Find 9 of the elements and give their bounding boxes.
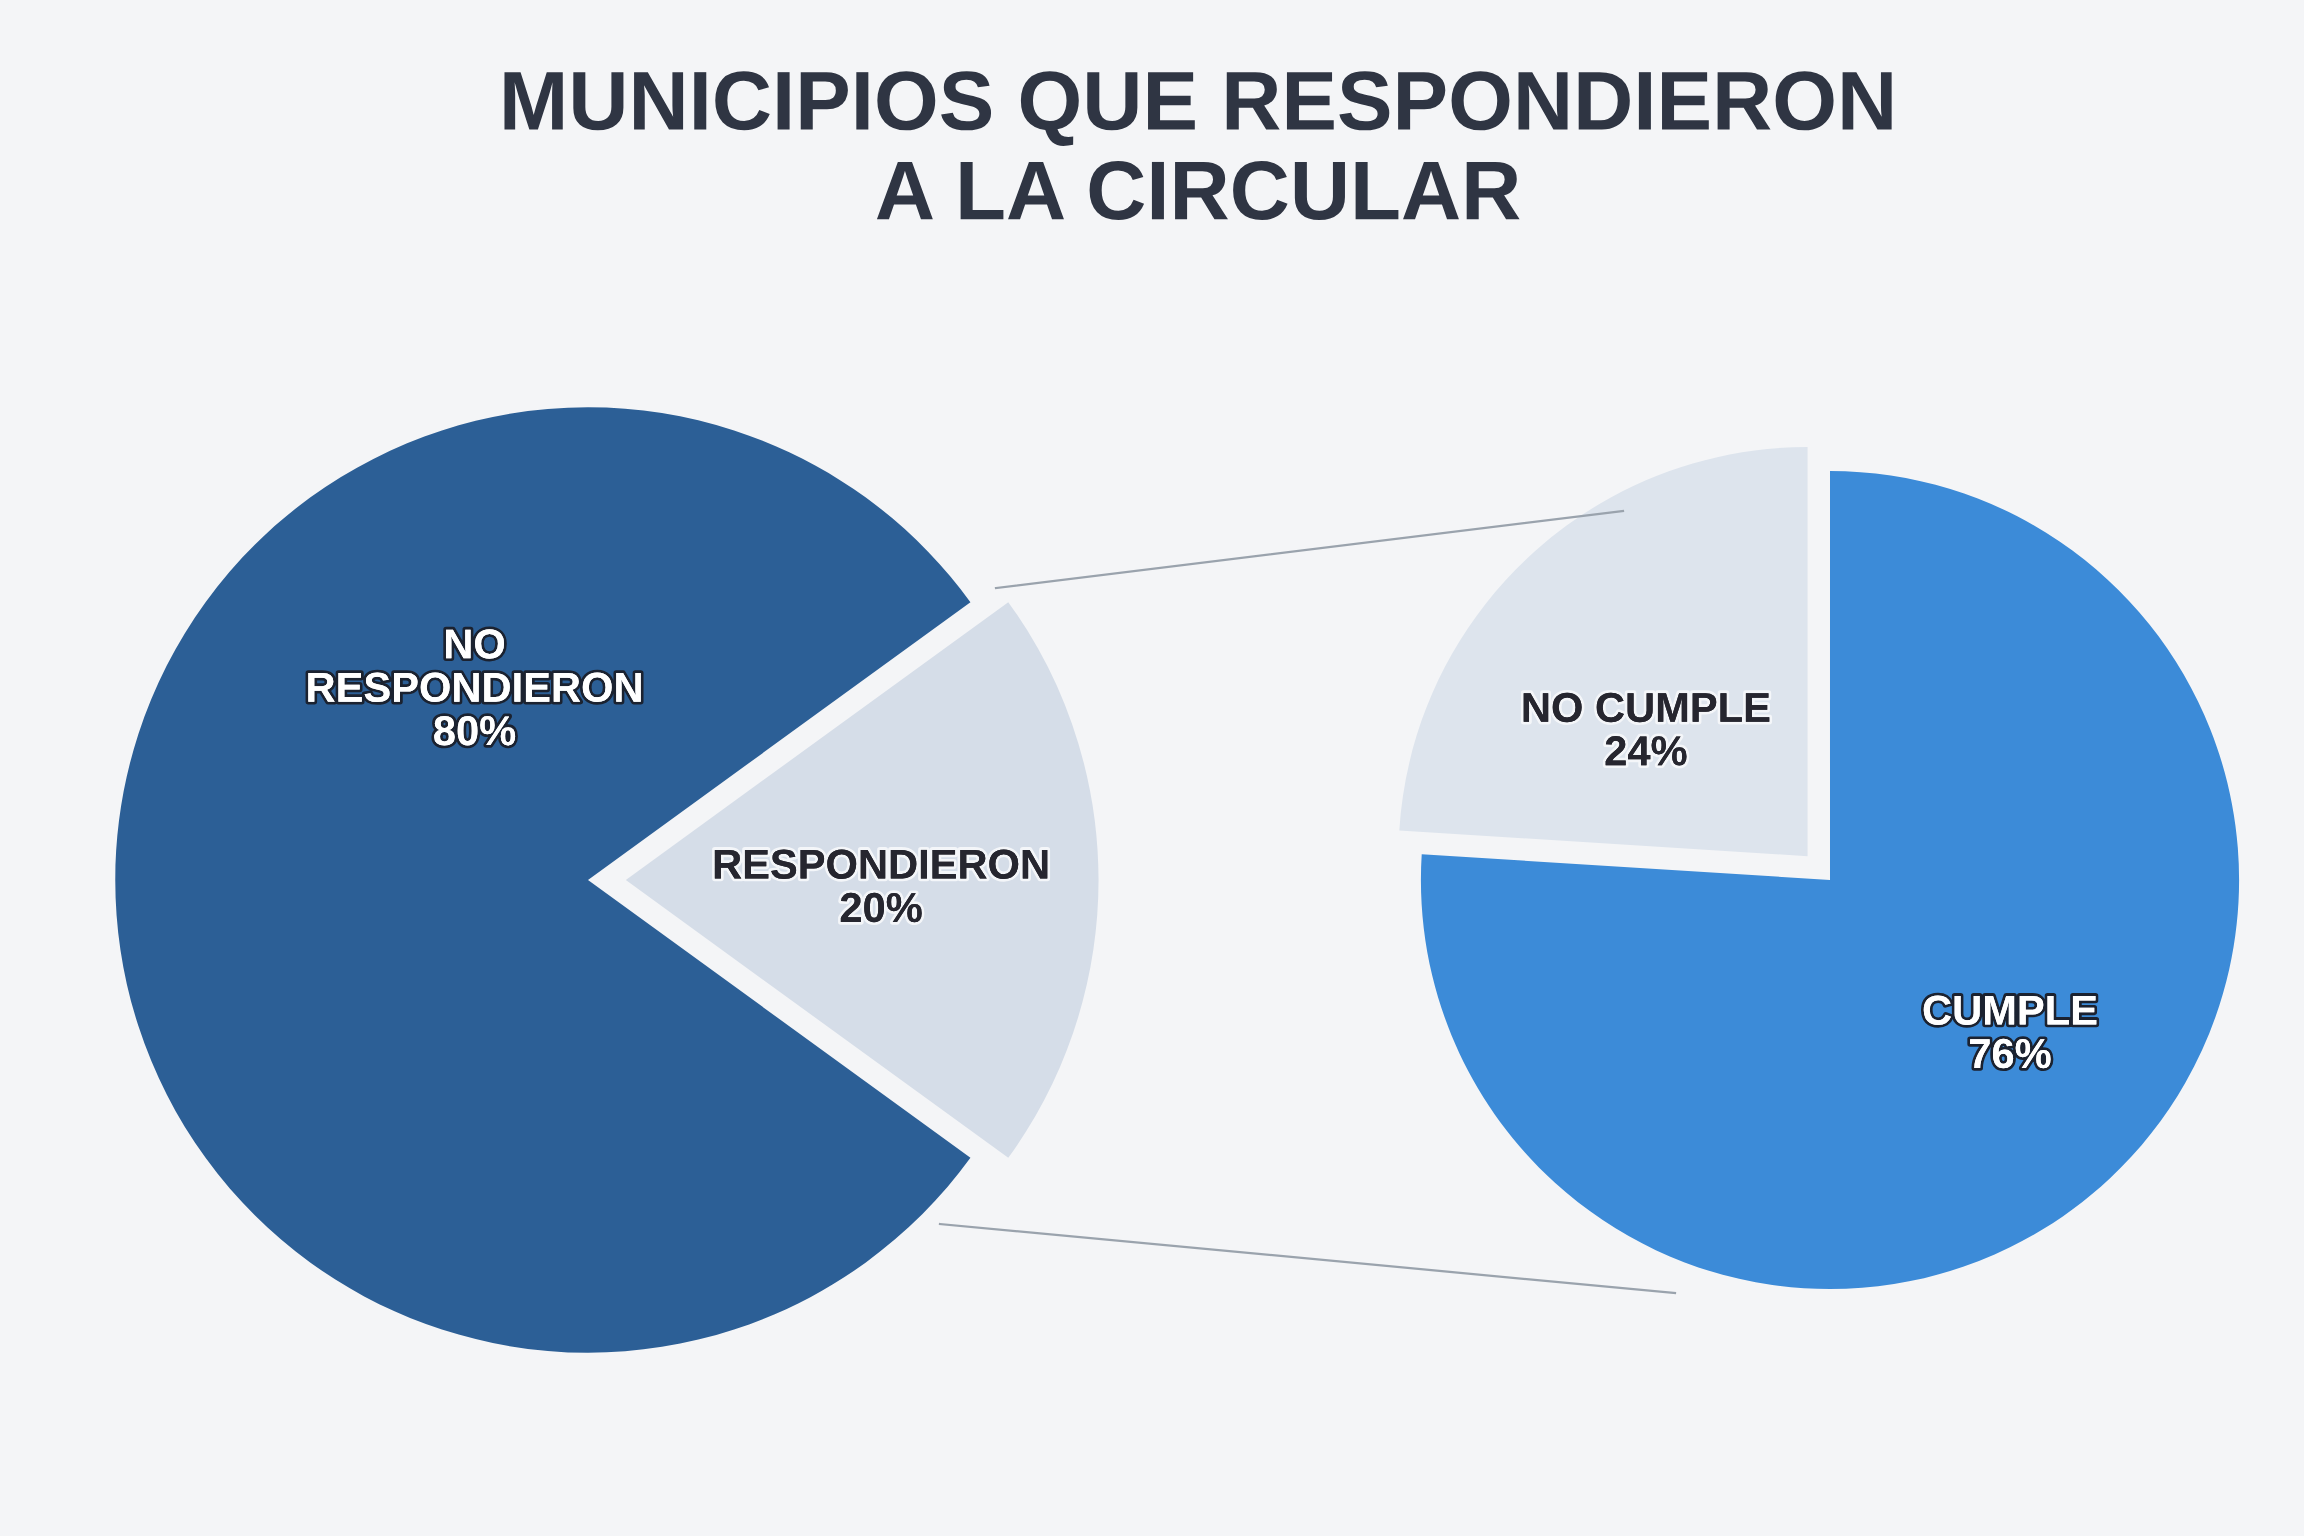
data-label: 20% bbox=[840, 892, 922, 923]
slice-label: NO CUMPLE bbox=[1523, 692, 1770, 723]
slice-label: CUMPLE bbox=[1923, 995, 2097, 1025]
data-label: 80% bbox=[434, 715, 516, 746]
data-label: 24% bbox=[1605, 736, 1687, 766]
data-label: 76% bbox=[1970, 1038, 2051, 1069]
slice-label: NO RESPONDIERON bbox=[308, 629, 641, 703]
chart-title: MUNICIPIOS QUE RESPONDIERON A LA CIRCULAR bbox=[504, 71, 1892, 221]
slice-label: RESPONDIERON bbox=[714, 849, 1048, 879]
